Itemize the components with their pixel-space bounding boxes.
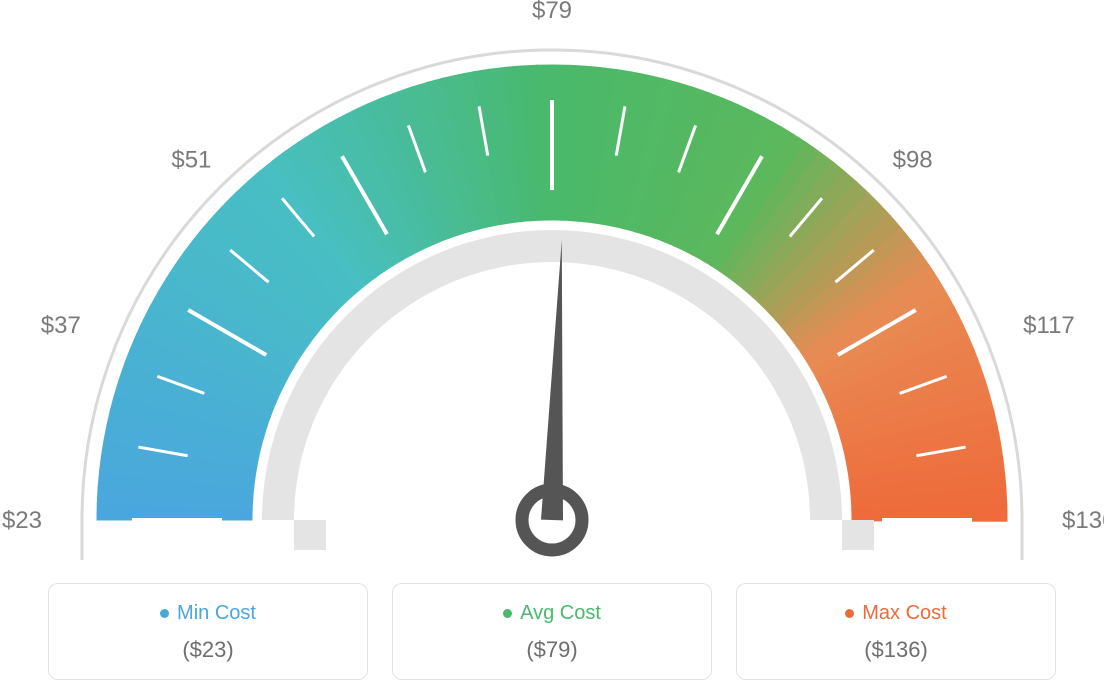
legend-row: Min Cost ($23) Avg Cost ($79) Max Cost (… <box>0 583 1104 680</box>
legend-dot-avg <box>503 609 512 618</box>
gauge-tick-label: $51 <box>171 146 211 173</box>
legend-title-avg: Avg Cost <box>503 602 601 625</box>
gauge-needle <box>541 240 563 520</box>
legend-title-max: Max Cost <box>845 602 946 625</box>
cost-gauge: $23 $37 $51 $79 $98 $117 $136 <box>0 0 1104 560</box>
gauge-svg: $23 $37 $51 $79 $98 $117 $136 <box>0 0 1104 560</box>
legend-dot-max <box>845 609 854 618</box>
legend-label-min: Min Cost <box>177 602 256 625</box>
gauge-tick-label: $79 <box>532 0 572 24</box>
legend-label-max: Max Cost <box>862 602 946 625</box>
legend-label-avg: Avg Cost <box>520 602 601 625</box>
gauge-tick-label: $98 <box>893 146 933 173</box>
gauge-tick-label: $37 <box>41 312 81 339</box>
legend-value-max: ($136) <box>747 637 1045 663</box>
legend-title-min: Min Cost <box>160 602 256 625</box>
legend-card-min: Min Cost ($23) <box>48 583 368 680</box>
gauge-tick-label: $136 <box>1062 507 1104 534</box>
gauge-tick-label: $117 <box>1023 312 1075 339</box>
legend-value-avg: ($79) <box>403 637 701 663</box>
legend-value-min: ($23) <box>59 637 357 663</box>
legend-dot-min <box>160 609 169 618</box>
legend-card-max: Max Cost ($136) <box>736 583 1056 680</box>
gauge-tick-label: $23 <box>2 507 42 534</box>
legend-card-avg: Avg Cost ($79) <box>392 583 712 680</box>
